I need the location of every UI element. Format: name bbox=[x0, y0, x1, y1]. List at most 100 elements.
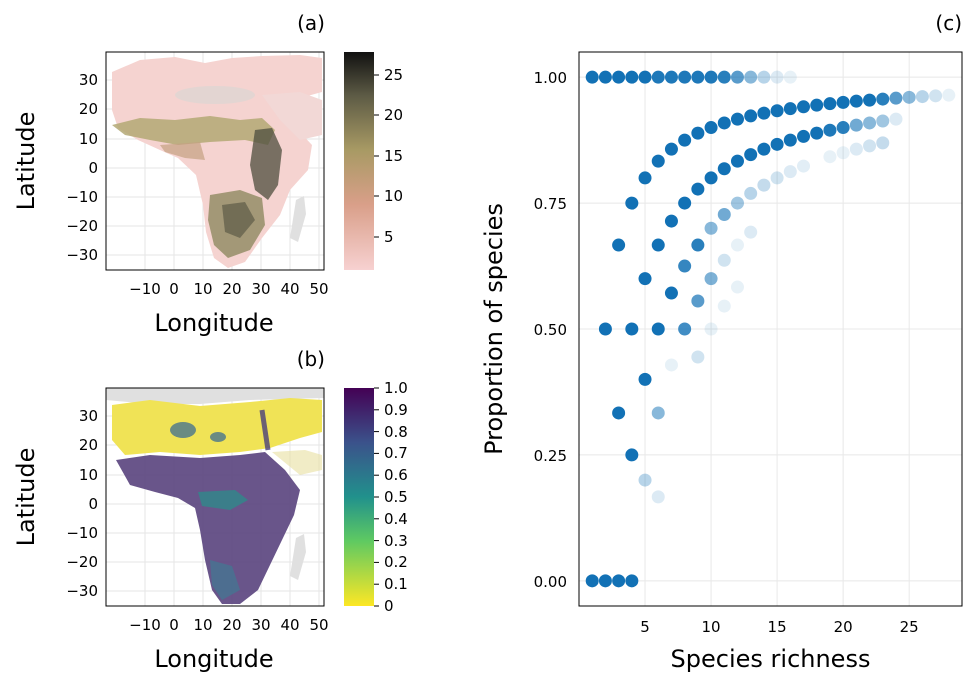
scatter-point bbox=[691, 350, 705, 364]
xtick: 40 bbox=[280, 280, 299, 298]
ytick: 1.00 bbox=[534, 69, 567, 87]
scatter-point bbox=[638, 372, 652, 386]
panel-c-frame bbox=[578, 51, 963, 607]
europe-edge-b bbox=[106, 388, 324, 404]
panel-a-colorbar bbox=[344, 52, 374, 270]
scatter-point bbox=[678, 259, 692, 273]
scatter-point bbox=[717, 299, 731, 313]
scatter-point bbox=[876, 136, 890, 150]
scatter-point bbox=[678, 133, 692, 147]
colorbar-tick: 0 bbox=[384, 597, 394, 615]
scatter-point bbox=[744, 225, 758, 239]
ytick: 20 bbox=[79, 436, 98, 454]
ytick: 0 bbox=[88, 495, 98, 513]
scatter-point bbox=[797, 159, 811, 173]
xtick: 20 bbox=[834, 618, 853, 636]
panel-b-ylabel: Latitude bbox=[12, 448, 40, 547]
xtick: −10 bbox=[129, 280, 161, 298]
scatter-point bbox=[625, 70, 639, 84]
scatter-point bbox=[704, 272, 718, 286]
scatter-point bbox=[836, 121, 850, 135]
xtick: 15 bbox=[768, 618, 787, 636]
ytick: 30 bbox=[79, 71, 98, 89]
panel-b-colorbar-ticks bbox=[374, 387, 379, 607]
panel-b-frame bbox=[105, 387, 325, 607]
scatter-point bbox=[678, 196, 692, 210]
scatter-point bbox=[704, 221, 718, 235]
scatter-point bbox=[625, 574, 639, 588]
ytick: 0.75 bbox=[534, 195, 567, 213]
scatter-point bbox=[770, 137, 784, 151]
xtick: 10 bbox=[193, 616, 212, 634]
scatter-point bbox=[598, 322, 612, 336]
scatter-point bbox=[730, 280, 744, 294]
scatter-point bbox=[651, 406, 665, 420]
scatter-point bbox=[704, 121, 718, 135]
scatter-point bbox=[625, 196, 639, 210]
scatter-point bbox=[744, 148, 758, 162]
panel-a: (a) bbox=[12, 11, 403, 337]
scatter-point bbox=[691, 294, 705, 308]
scatter-point bbox=[717, 253, 731, 267]
scatter-point bbox=[757, 142, 771, 156]
scatter-point bbox=[664, 358, 678, 372]
scatter-point bbox=[612, 574, 626, 588]
scatter-point bbox=[876, 114, 890, 128]
scatter-point bbox=[638, 171, 652, 185]
madagascar-b bbox=[290, 534, 306, 580]
panel-a-xlabel: Longitude bbox=[154, 309, 273, 337]
scatter-point bbox=[651, 490, 665, 504]
ytick: 10 bbox=[79, 130, 98, 148]
scatter-point bbox=[863, 93, 877, 107]
teal-south-b bbox=[210, 560, 240, 600]
ytick: −30 bbox=[66, 582, 98, 600]
scatter-point bbox=[651, 238, 665, 252]
panel-a-xticks: −10 0 10 20 30 40 50 bbox=[129, 280, 328, 298]
colorbar-tick: 0.5 bbox=[384, 488, 408, 506]
scatter-point bbox=[651, 154, 665, 168]
scatter-point bbox=[704, 322, 718, 336]
colorbar-tick: 15 bbox=[384, 147, 403, 165]
ytick: 0.00 bbox=[534, 573, 567, 591]
scatter-point bbox=[730, 238, 744, 252]
scatter-point bbox=[664, 142, 678, 156]
colorbar-tick: 0.7 bbox=[384, 444, 408, 462]
panel-a-map bbox=[112, 55, 322, 268]
scatter-point bbox=[942, 88, 956, 102]
panel-b-colorbar bbox=[344, 388, 374, 606]
arabia-a bbox=[262, 92, 322, 140]
colorbar-tick: 0.3 bbox=[384, 532, 408, 550]
teal-patch-b bbox=[198, 490, 248, 510]
scatter-point bbox=[849, 118, 863, 132]
ytick: 20 bbox=[79, 100, 98, 118]
scatter-point bbox=[783, 102, 797, 116]
scatter-point bbox=[638, 70, 652, 84]
scatter-point bbox=[664, 214, 678, 228]
scatter-point bbox=[783, 70, 797, 84]
east-africa-a bbox=[250, 128, 282, 200]
xtick: 30 bbox=[251, 280, 270, 298]
xtick: −10 bbox=[129, 616, 161, 634]
scatter-point bbox=[612, 406, 626, 420]
xtick: 50 bbox=[309, 280, 328, 298]
scatter-point bbox=[717, 208, 731, 222]
scatter-point bbox=[902, 90, 916, 104]
scatter-point bbox=[585, 70, 599, 84]
scatter-point bbox=[783, 165, 797, 179]
guinea-coast-a bbox=[160, 142, 205, 160]
scatter-point bbox=[744, 186, 758, 200]
scatter-point bbox=[651, 70, 665, 84]
scatter-point bbox=[836, 146, 850, 160]
scatter-point bbox=[797, 129, 811, 143]
scatter-point bbox=[664, 286, 678, 300]
panel-c-tag: (c) bbox=[935, 11, 962, 35]
scatter-point bbox=[770, 70, 784, 84]
panel-a-frame bbox=[105, 51, 325, 271]
panel-c-yticks: 0.00 0.25 0.50 0.75 1.00 bbox=[534, 69, 567, 591]
scatter-point bbox=[704, 70, 718, 84]
scatter-point bbox=[730, 112, 744, 126]
ytick: 0 bbox=[88, 159, 98, 177]
ytick: −20 bbox=[66, 553, 98, 571]
xtick: 0 bbox=[169, 616, 179, 634]
